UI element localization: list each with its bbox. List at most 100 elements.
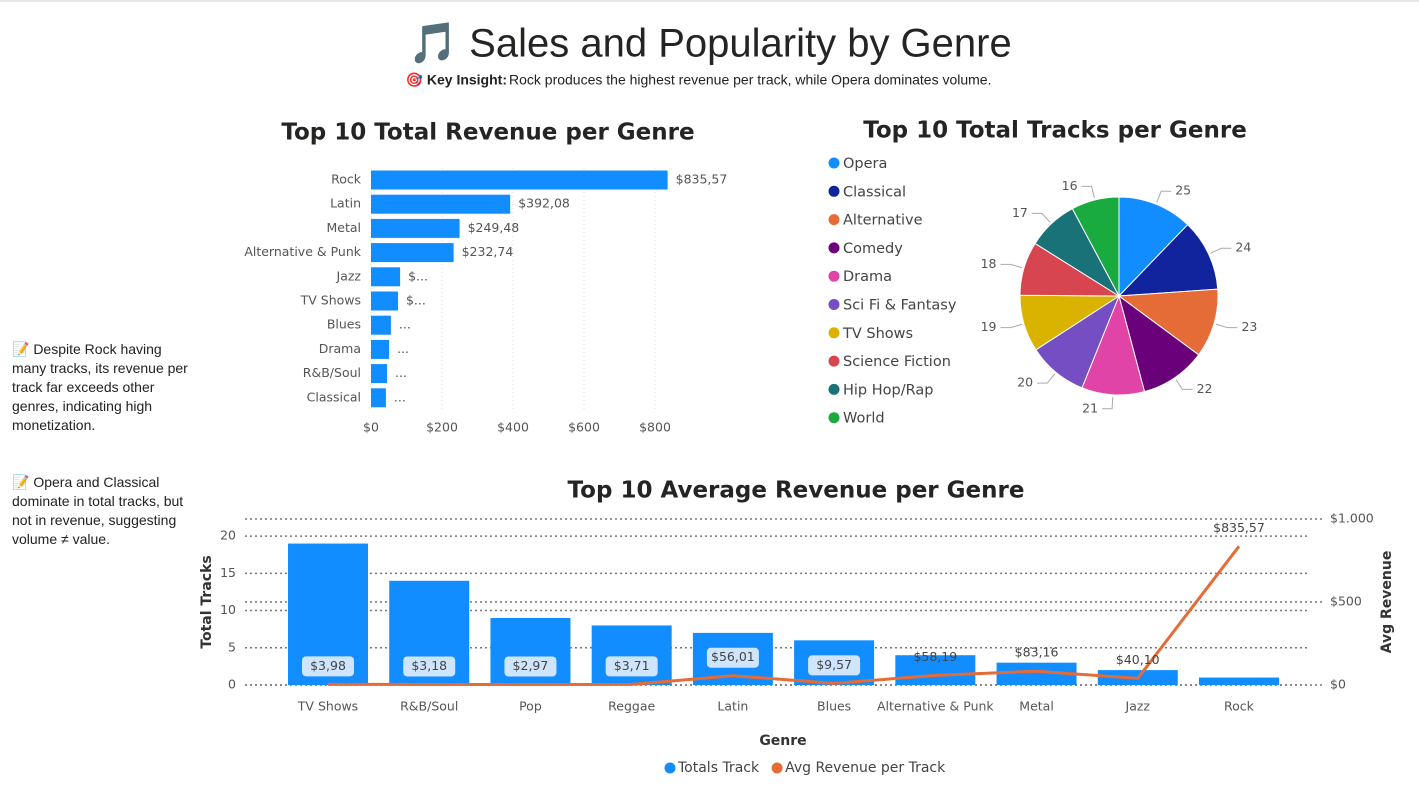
data-label: $3,18 bbox=[411, 658, 447, 673]
y-tick-label: Classical bbox=[307, 389, 361, 404]
pie-slice bbox=[1071, 196, 1120, 297]
data-label: 22 bbox=[1197, 381, 1213, 396]
data-label: 24 bbox=[1235, 240, 1251, 255]
y-tick-label: R&B/Soul bbox=[303, 365, 361, 380]
pie-slice bbox=[1118, 196, 1189, 298]
data-label: 18 bbox=[981, 256, 997, 271]
leader-line bbox=[1156, 190, 1172, 203]
pie-slice bbox=[1118, 294, 1200, 393]
leader-line bbox=[1102, 396, 1114, 410]
leader-line bbox=[1037, 373, 1056, 384]
value-label: $... bbox=[408, 268, 428, 283]
bar bbox=[371, 339, 390, 359]
data-label: 20 bbox=[1017, 375, 1033, 390]
x-tick-label: Pop bbox=[519, 699, 542, 714]
bar bbox=[371, 291, 398, 311]
bar bbox=[371, 170, 668, 190]
label-background bbox=[706, 647, 759, 668]
bar bbox=[1198, 677, 1279, 685]
value-label: $392,08 bbox=[518, 196, 570, 211]
insight-label: 🎯 Key Insight: bbox=[406, 72, 507, 88]
value-label: ... bbox=[399, 317, 411, 332]
y2-tick-label: $0 bbox=[1330, 677, 1346, 692]
data-label: $83,16 bbox=[1015, 645, 1059, 660]
x-axis-title: Genre bbox=[759, 733, 806, 749]
bar bbox=[371, 243, 454, 263]
leader-line bbox=[1081, 185, 1095, 199]
y-tick-label: 5 bbox=[228, 639, 236, 654]
legend-label: Hip Hop/Rap bbox=[843, 382, 933, 398]
legend-label: Opera bbox=[843, 156, 887, 172]
legend-marker bbox=[828, 299, 840, 310]
leader-line bbox=[1000, 323, 1023, 329]
x-tick-label: Rock bbox=[1224, 699, 1255, 714]
data-label: $40,10 bbox=[1116, 652, 1160, 667]
legend-label: Science Fiction bbox=[843, 354, 951, 370]
y-tick-label: Metal bbox=[326, 220, 361, 235]
legend-marker bbox=[828, 327, 840, 339]
legend-marker bbox=[828, 185, 840, 197]
label-background bbox=[403, 656, 456, 677]
y-tick-label: 20 bbox=[220, 528, 236, 543]
legend-marker bbox=[828, 214, 840, 226]
chart-title: Top 10 Total Tracks per Genre bbox=[863, 118, 1247, 144]
x-tick-label: Jazz bbox=[1125, 699, 1151, 714]
legend-marker bbox=[828, 412, 840, 424]
leader-line bbox=[1175, 379, 1193, 390]
legend-marker bbox=[828, 242, 840, 254]
y-tick-label: Latin bbox=[330, 196, 361, 211]
label-background bbox=[302, 656, 355, 677]
bar bbox=[371, 364, 387, 384]
y-tick-label: 15 bbox=[220, 565, 236, 580]
chart-title: Top 10 Average Revenue per Genre bbox=[568, 478, 1025, 504]
legend-label: Classical bbox=[843, 184, 906, 200]
x-tick-label: $800 bbox=[639, 420, 671, 435]
data-label: 17 bbox=[1012, 205, 1028, 220]
x-tick-label: Blues bbox=[817, 699, 851, 714]
line bbox=[328, 545, 1241, 687]
y-tick-label: 10 bbox=[220, 602, 236, 617]
value-label: $835,57 bbox=[676, 172, 728, 187]
leader-line bbox=[1000, 263, 1023, 269]
label-background bbox=[504, 656, 557, 677]
data-label: $3,98 bbox=[310, 658, 346, 673]
x-tick-label: $200 bbox=[426, 420, 458, 435]
x-tick-label: TV Shows bbox=[297, 699, 358, 714]
legend-marker bbox=[828, 383, 840, 395]
data-label: 21 bbox=[1082, 400, 1098, 415]
legend-marker bbox=[828, 157, 840, 169]
y2-axis-title: Avg Revenue bbox=[1379, 551, 1395, 654]
data-label: 25 bbox=[1175, 183, 1191, 198]
legend-label: Comedy bbox=[843, 241, 903, 257]
leader-line bbox=[1031, 212, 1051, 223]
legend-marker bbox=[664, 762, 676, 774]
value-label: $249,48 bbox=[468, 220, 520, 235]
leader-line bbox=[1210, 247, 1232, 254]
legend-marker bbox=[771, 762, 783, 774]
bar bbox=[371, 267, 401, 287]
bar bbox=[371, 218, 460, 238]
x-tick-label: Reggae bbox=[608, 699, 655, 714]
bar bbox=[371, 315, 391, 335]
bar bbox=[895, 655, 976, 685]
data-label: $835,57 bbox=[1213, 520, 1265, 535]
y-axis-title: Total Tracks bbox=[199, 555, 215, 648]
legend-label: TV Shows bbox=[842, 326, 913, 342]
bar bbox=[371, 388, 386, 408]
top-bar bbox=[0, 0, 1419, 2]
data-label: $3,71 bbox=[614, 658, 650, 673]
y-tick-label: Jazz bbox=[336, 268, 362, 283]
data-label: $56,01 bbox=[711, 649, 755, 664]
y-tick-label: TV Shows bbox=[300, 293, 361, 308]
x-tick-label: $400 bbox=[497, 420, 529, 435]
x-tick-label: Alternative & Punk bbox=[877, 699, 994, 714]
note: 📝 Opera and Classical dominate in total … bbox=[12, 474, 184, 547]
legend-label: Avg Revenue per Track bbox=[785, 760, 946, 776]
x-tick-label: $600 bbox=[568, 420, 600, 435]
insight-text: Rock produces the highest revenue per tr… bbox=[509, 72, 991, 88]
value-label: $... bbox=[406, 293, 426, 308]
data-label: 23 bbox=[1241, 319, 1257, 334]
pie-slice bbox=[1117, 223, 1219, 297]
